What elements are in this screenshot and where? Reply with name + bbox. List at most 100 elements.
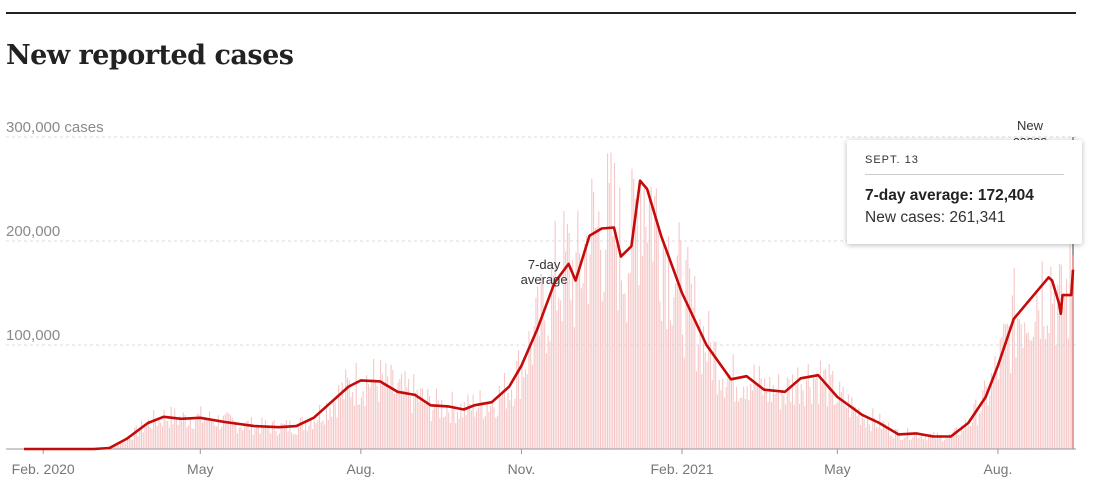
- daily-bar: [163, 409, 165, 449]
- daily-bar: [881, 429, 883, 449]
- daily-bar: [298, 424, 300, 449]
- daily-bar: [212, 421, 214, 449]
- daily-bar: [870, 430, 872, 449]
- daily-bar: [872, 408, 874, 449]
- daily-bar: [655, 188, 657, 450]
- daily-bar: [584, 243, 586, 449]
- daily-bar: [643, 188, 645, 449]
- daily-bar: [221, 426, 223, 449]
- daily-bar: [521, 363, 523, 449]
- daily-bar: [158, 417, 160, 449]
- daily-bar: [455, 423, 457, 449]
- daily-bar: [1060, 264, 1062, 449]
- daily-bar: [983, 380, 986, 449]
- daily-bar: [121, 443, 123, 449]
- average-line-label: 7-day: [528, 257, 561, 272]
- daily-bar: [409, 396, 411, 449]
- daily-bar: [975, 399, 977, 449]
- daily-bar: [310, 419, 312, 449]
- daily-bar: [414, 392, 417, 449]
- x-tick-label: Aug.: [346, 461, 375, 477]
- daily-bar: [882, 420, 884, 449]
- daily-bar: [563, 211, 565, 449]
- daily-bar: [919, 436, 921, 449]
- daily-bar: [1027, 332, 1029, 449]
- daily-bar: [172, 424, 174, 449]
- daily-bar: [432, 409, 434, 449]
- daily-bar: [263, 427, 265, 449]
- daily-bar: [977, 425, 979, 449]
- daily-bar: [311, 429, 314, 449]
- daily-bar: [884, 423, 886, 449]
- daily-bar: [912, 436, 914, 449]
- daily-bar: [823, 370, 825, 449]
- daily-bar: [123, 439, 125, 449]
- daily-bar: [647, 242, 649, 449]
- daily-bar: [826, 406, 828, 449]
- daily-bar: [135, 425, 137, 449]
- daily-bar: [257, 427, 259, 449]
- daily-bar: [776, 392, 778, 449]
- daily-bar: [214, 425, 216, 449]
- daily-bar: [334, 402, 336, 449]
- daily-bar: [783, 395, 785, 449]
- daily-bar: [748, 400, 750, 449]
- daily-bar: [811, 403, 813, 449]
- daily-bar: [914, 432, 916, 449]
- daily-bar: [606, 153, 609, 449]
- daily-bar: [285, 420, 287, 449]
- daily-bar: [1013, 267, 1015, 449]
- daily-bar: [863, 418, 865, 449]
- daily-bar: [980, 411, 982, 449]
- daily-bar: [538, 336, 541, 449]
- daily-bar: [142, 432, 144, 449]
- daily-bar: [858, 408, 860, 449]
- daily-bar: [945, 438, 947, 449]
- daily-bar: [160, 422, 162, 449]
- daily-bar: [968, 425, 970, 449]
- daily-bar: [460, 403, 462, 449]
- daily-bar: [950, 435, 952, 449]
- chart-title: New reported cases: [6, 40, 294, 71]
- y-tick-label: 100,000: [6, 327, 60, 344]
- daily-bar: [210, 420, 212, 449]
- daily-bar: [1053, 284, 1055, 449]
- daily-bar: [254, 428, 256, 449]
- daily-bar: [284, 424, 286, 449]
- daily-bar: [835, 403, 837, 449]
- daily-bar: [645, 226, 647, 449]
- daily-bar: [928, 434, 930, 449]
- daily-bar: [476, 410, 478, 449]
- daily-bar: [247, 420, 249, 449]
- daily-bar: [896, 428, 898, 449]
- daily-bar: [675, 283, 677, 449]
- daily-bar: [547, 335, 549, 449]
- daily-bar: [249, 429, 251, 449]
- daily-bar: [435, 388, 438, 449]
- daily-bar: [222, 415, 225, 449]
- daily-bar: [926, 440, 928, 449]
- daily-bar: [421, 388, 424, 449]
- daily-bar: [1003, 323, 1005, 449]
- daily-bar: [901, 439, 904, 449]
- daily-bar: [875, 426, 877, 449]
- daily-bar: [224, 414, 226, 449]
- daily-bar: [411, 412, 413, 449]
- daily-bar: [175, 418, 177, 449]
- daily-bar: [589, 254, 591, 449]
- daily-bar: [181, 421, 183, 449]
- daily-bar: [718, 379, 720, 449]
- daily-bar: [725, 386, 727, 449]
- daily-bar: [830, 374, 832, 449]
- daily-bar: [256, 424, 258, 449]
- daily-bar: [139, 430, 141, 449]
- daily-bar: [116, 443, 118, 449]
- daily-bar: [659, 301, 661, 449]
- daily-bar: [1066, 278, 1068, 449]
- daily-bar: [491, 401, 493, 449]
- daily-bar: [729, 374, 731, 449]
- daily-bar: [629, 272, 631, 449]
- daily-bar: [764, 378, 766, 449]
- daily-bar: [490, 406, 492, 449]
